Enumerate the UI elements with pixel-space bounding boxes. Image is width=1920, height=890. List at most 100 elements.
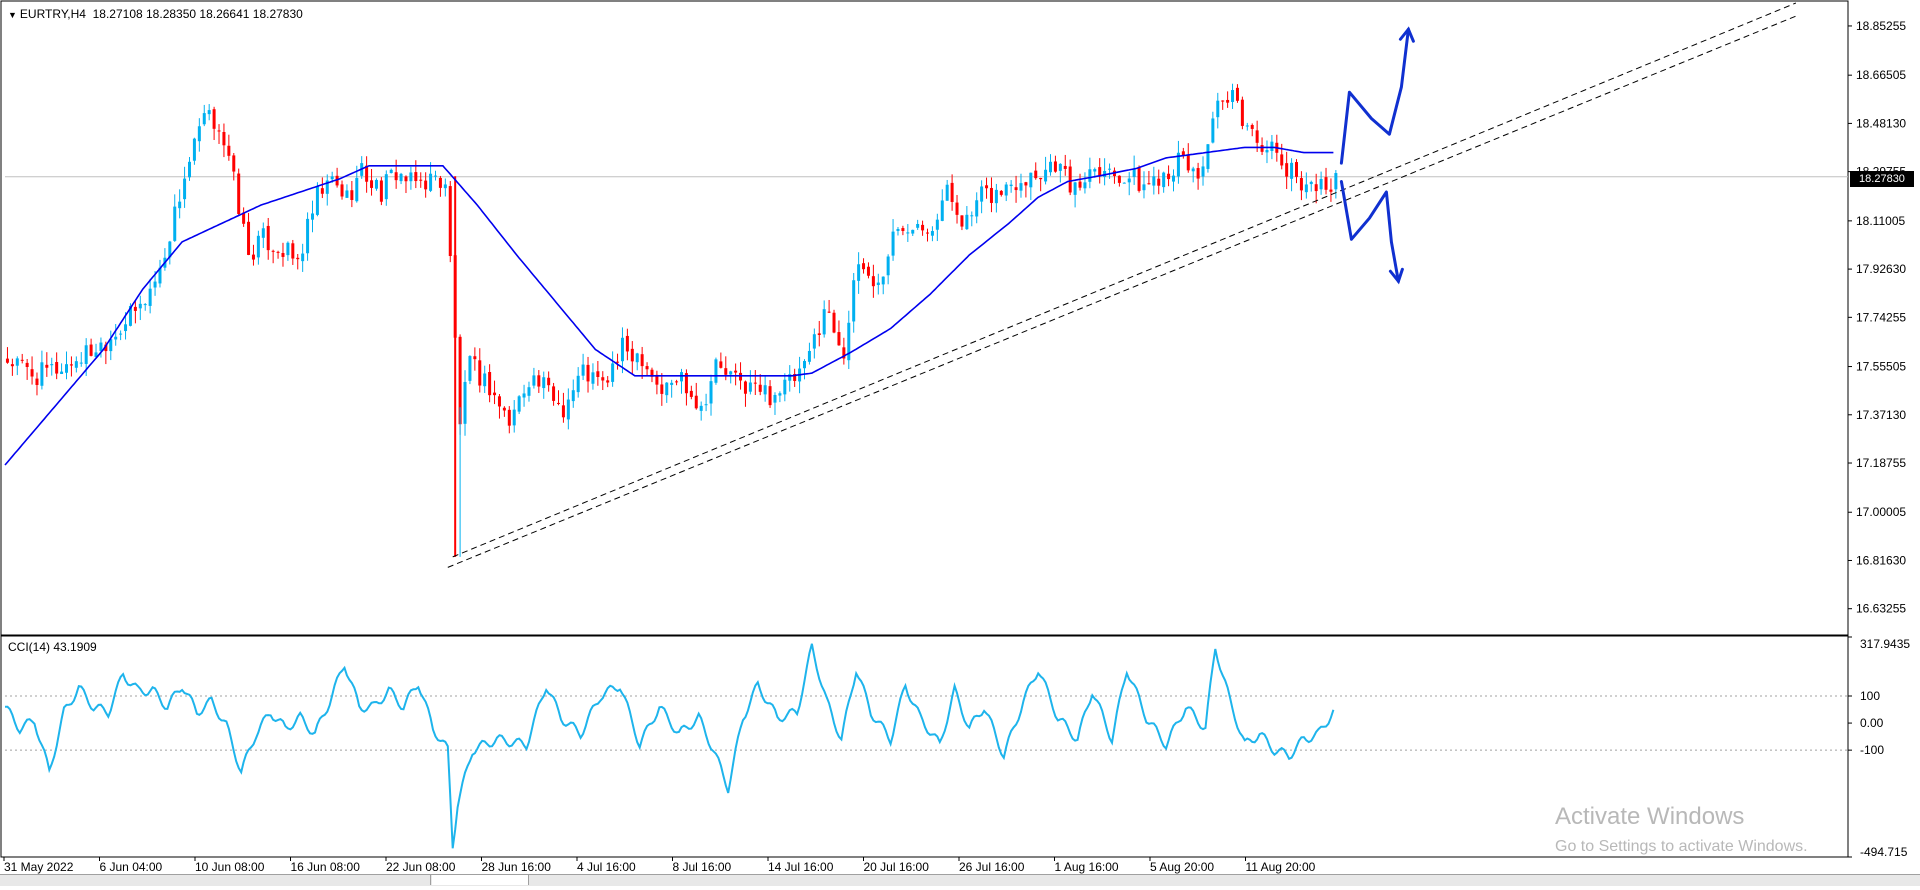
candle <box>291 239 295 265</box>
candle <box>1250 123 1254 137</box>
candle <box>424 172 428 198</box>
candle <box>212 106 216 141</box>
candle <box>1122 182 1126 184</box>
candle <box>876 273 880 295</box>
candle <box>109 330 113 361</box>
trendline[interactable] <box>447 15 1797 568</box>
cci-label: CCI(14) 43.1909 <box>8 640 97 654</box>
price-axis-label: 17.37130 <box>1856 408 1906 422</box>
candle <box>719 352 723 369</box>
candle <box>1019 173 1023 198</box>
candle <box>45 352 49 377</box>
candle <box>1044 156 1048 185</box>
candle <box>202 104 206 127</box>
candle <box>606 376 610 388</box>
candle <box>635 352 639 371</box>
candle <box>1053 155 1057 173</box>
price-axis-label: 17.92630 <box>1856 262 1906 276</box>
candle <box>143 303 147 311</box>
candle <box>1191 166 1195 183</box>
candle <box>468 355 472 385</box>
candle <box>497 393 501 419</box>
candle <box>507 406 511 434</box>
time-axis-label: 6 Jun 04:00 <box>100 860 163 874</box>
symbol-header: ▼ EURTRY,H4 18.27108 18.28350 18.26641 18… <box>8 7 303 21</box>
bearish-scenario-arrow[interactable] <box>1339 180 1400 283</box>
price-axis-label: 17.18755 <box>1856 456 1906 470</box>
candle <box>694 382 698 410</box>
candle <box>852 272 856 333</box>
candle <box>79 352 83 367</box>
candle <box>911 229 915 236</box>
candle <box>158 259 162 288</box>
candle <box>734 363 738 386</box>
candle <box>306 212 310 261</box>
candle <box>630 341 634 374</box>
candle <box>443 178 447 197</box>
candle <box>989 177 993 213</box>
candle <box>55 352 59 380</box>
chart-tab-active[interactable] <box>432 875 529 885</box>
candle <box>1324 167 1328 195</box>
candle <box>1221 100 1225 110</box>
candle <box>325 174 329 206</box>
candle <box>645 362 649 376</box>
candle <box>891 219 895 261</box>
candle <box>1167 165 1171 187</box>
candle <box>502 406 506 417</box>
price-axis-label: 16.63255 <box>1856 602 1906 616</box>
candle <box>301 243 305 272</box>
candle <box>881 276 885 295</box>
candle <box>1172 169 1175 192</box>
candle <box>1073 181 1077 208</box>
candle <box>1231 83 1235 109</box>
candle <box>1181 147 1185 159</box>
candle <box>5 347 9 364</box>
time-axis-label: 20 Jul 16:00 <box>864 860 930 874</box>
candle <box>1235 84 1239 103</box>
candle <box>114 324 118 346</box>
candle <box>660 373 664 406</box>
candle <box>1034 162 1038 180</box>
time-axis-label: 14 Jul 16:00 <box>768 860 834 874</box>
arrowhead-up-icon <box>1398 26 1415 43</box>
main-pane-frame <box>0 0 1849 637</box>
candle <box>689 385 693 400</box>
dropdown-triangle-icon[interactable]: ▼ <box>8 10 17 20</box>
candle <box>611 351 615 387</box>
candle <box>256 230 260 265</box>
candle <box>1304 172 1308 199</box>
candle <box>832 309 836 334</box>
candle <box>493 380 497 405</box>
candle <box>69 356 73 377</box>
candle <box>25 358 29 380</box>
candle <box>1334 170 1338 199</box>
candle <box>994 183 998 213</box>
candle <box>665 382 669 403</box>
candle <box>1004 182 1008 202</box>
candle <box>847 310 851 370</box>
time-axis-label: 10 Jun 08:00 <box>195 860 265 874</box>
candle <box>74 356 78 373</box>
time-axis-label: 16 Jun 08:00 <box>291 860 361 874</box>
time-axis-label: 31 May 2022 <box>4 860 74 874</box>
candle <box>547 371 551 392</box>
candle <box>542 371 546 399</box>
candle <box>1127 172 1131 196</box>
candle <box>1245 122 1249 131</box>
bullish-scenario-arrow[interactable] <box>1339 27 1410 165</box>
candle <box>871 264 875 298</box>
candle <box>522 384 526 407</box>
candle <box>655 370 659 395</box>
candle <box>168 240 172 265</box>
candle <box>394 159 398 189</box>
candle <box>675 379 679 386</box>
candle <box>552 382 556 406</box>
chart-tab[interactable] <box>0 875 431 885</box>
candle <box>783 373 787 402</box>
candle <box>896 227 900 236</box>
trendline[interactable] <box>452 2 1797 558</box>
candle <box>704 393 708 412</box>
